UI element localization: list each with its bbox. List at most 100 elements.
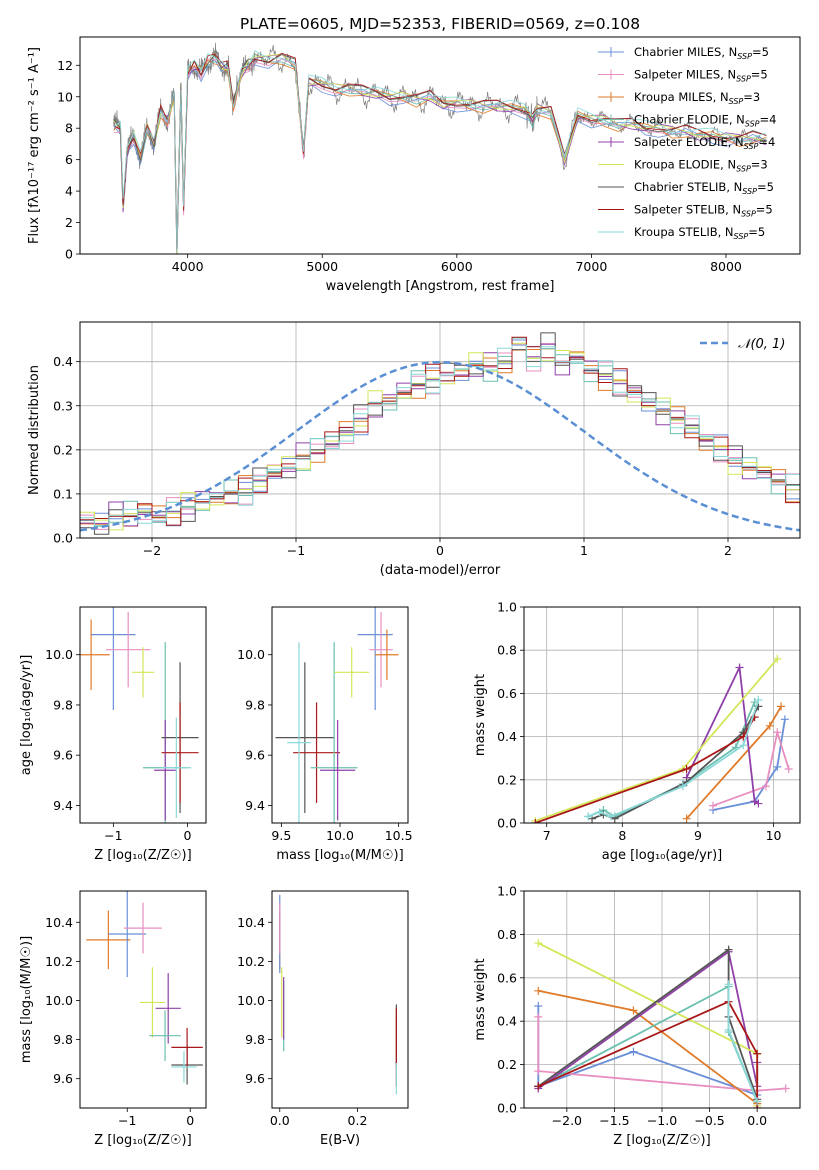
plus-marker	[754, 695, 763, 704]
legend-label: Chabrier ELODIE, NSSP=4	[634, 113, 776, 129]
x-tick-label: −1	[118, 1113, 136, 1128]
mass-weight-line	[587, 699, 760, 818]
legend-label: Kroupa STELIB, NSSP=5	[634, 225, 765, 241]
y-tick-label: 0.6	[497, 686, 517, 701]
x-tick-label: 0	[183, 828, 191, 843]
y-tick-label: 9.4	[245, 798, 265, 813]
y-tick-label: 0.0	[497, 816, 517, 831]
figure-title: PLATE=0605, MJD=52353, FIBERID=0569, z=0…	[240, 15, 640, 33]
y-tick-label: 0.6	[497, 970, 517, 985]
y-axis-label: age [log₁₀(age/yr)]	[19, 655, 34, 776]
legend-text: Kroupa STELIB, N	[634, 225, 734, 239]
y-tick-label: 10.4	[45, 915, 73, 930]
y-tick-label: 10	[57, 89, 73, 104]
x-tick-label: 9	[694, 828, 702, 843]
model-spectrum-line	[113, 52, 767, 250]
error-bar-point	[86, 910, 131, 970]
plot-area	[80, 607, 199, 823]
chart-residuals: −2 −1 0 1 2 0.0 0.1 0.2 0.3 0.4 (data-model)/error…	[27, 321, 801, 578]
plus-marker	[773, 762, 782, 771]
plus-marker	[773, 654, 782, 663]
x-tick-label: 0.0	[270, 1113, 290, 1128]
x-tick-label: 10.0	[326, 828, 354, 843]
plus-marker	[773, 728, 782, 737]
y-tick-label: 0.2	[497, 772, 517, 787]
plus-marker	[534, 986, 543, 995]
plus-marker	[754, 799, 763, 808]
legend-text: SSP	[736, 75, 751, 84]
legend-text: =4	[758, 135, 775, 149]
x-axis-label: E(B-V)	[320, 1133, 360, 1148]
model-spectrum-line	[113, 58, 767, 252]
error-bar-point	[287, 642, 311, 823]
legend-label: Kroupa MILES, NSSP=3	[634, 90, 760, 106]
mass-weight-line	[685, 664, 759, 805]
chart-spectrum: 4000 5000 6000 7000 8000 0 2 4 6 8 10 12 wavelength …	[27, 36, 801, 294]
y-tick-label: 10.2	[237, 954, 265, 969]
x-tick-label: 8	[618, 828, 626, 843]
plus-marker	[629, 1047, 638, 1056]
axes-frame	[79, 36, 801, 255]
x-tick-label: 0	[186, 1113, 194, 1128]
error-bar-point	[154, 720, 177, 821]
plus-marker	[629, 1006, 638, 1015]
legend-text: SSP	[737, 52, 752, 61]
x-tick-label: −1.0	[647, 1113, 677, 1128]
axes-frame	[271, 606, 409, 824]
mass-weight-line	[727, 984, 759, 1102]
plot-area	[534, 939, 790, 1108]
x-axis-label: Z [log₁₀(Z/Z☉)]	[613, 1133, 710, 1148]
y-tick-label: 10.0	[45, 647, 73, 662]
error-bar-point	[80, 619, 110, 690]
y-tick-label: 9.6	[245, 748, 265, 763]
x-tick-label: 7000	[575, 259, 607, 274]
legend-label: Salpeter STELIB, NSSP=5	[634, 203, 773, 219]
y-axis-label: mass weight	[473, 674, 488, 756]
y-tick-label: 1.0	[497, 884, 517, 899]
legend-text: =5	[751, 68, 768, 82]
legend-label: Chabrier MILES, NSSP=5	[634, 45, 769, 61]
x-tick-label: 10	[766, 828, 782, 843]
legend-text: Chabrier STELIB, N	[634, 180, 742, 194]
error-bar-point	[369, 612, 393, 688]
y-tick-label: 10.4	[237, 915, 265, 930]
y-tick-label: 10.0	[237, 647, 265, 662]
mass-weight-line	[537, 1000, 759, 1108]
error-bar-point	[108, 891, 147, 978]
y-tick-label: 6	[65, 152, 73, 167]
legend-text: SSP	[734, 232, 749, 241]
plus-marker	[735, 663, 744, 672]
y-tick-label: 0	[65, 247, 73, 262]
x-tick-label: 7	[543, 828, 551, 843]
y-tick-label: 9.6	[53, 748, 73, 763]
x-tick-label: 10.5	[385, 828, 413, 843]
mass-weight-line	[537, 1016, 786, 1092]
y-tick-label: 10.0	[45, 993, 73, 1008]
y-tick-label: 9.4	[53, 798, 73, 813]
legend-text: =3	[751, 158, 768, 172]
x-axis-label: (data-model)/error	[380, 563, 501, 578]
legend-text: Chabrier ELODIE, N	[634, 113, 745, 127]
error-bar-point	[124, 902, 162, 954]
error-bar-point	[91, 607, 136, 710]
error-bar-point	[275, 662, 335, 813]
y-tick-label: 0.2	[497, 1057, 517, 1072]
x-axis-label: Z [log₁₀(Z/Z☉)]	[94, 1133, 191, 1148]
chart-age-vs-Z: −1 0 9.4 9.6 9.8 10.0 Z [log₁₀(Z/Z☉)] age [log₁…	[19, 606, 207, 863]
plus-marker	[784, 765, 793, 773]
y-tick-label: 9.8	[53, 1032, 73, 1047]
plus-marker	[682, 814, 691, 823]
plus-marker	[534, 1067, 543, 1076]
error-bar-point	[139, 967, 166, 1038]
plus-marker	[534, 939, 543, 948]
mass-weight-line	[685, 705, 782, 820]
x-axis-label: wavelength [Angstrom, rest frame]	[326, 279, 555, 294]
y-tick-label: 1.0	[497, 600, 517, 615]
legend-text: Salpeter MILES, N	[634, 68, 736, 82]
x-tick-label: −0.5	[694, 1113, 724, 1128]
error-bar-point	[171, 1051, 197, 1083]
mass-weight-line	[591, 705, 760, 820]
x-tick-label: 9.5	[271, 828, 291, 843]
y-tick-label: 9.6	[53, 1071, 73, 1086]
x-tick-label: 0.2	[348, 1113, 368, 1128]
